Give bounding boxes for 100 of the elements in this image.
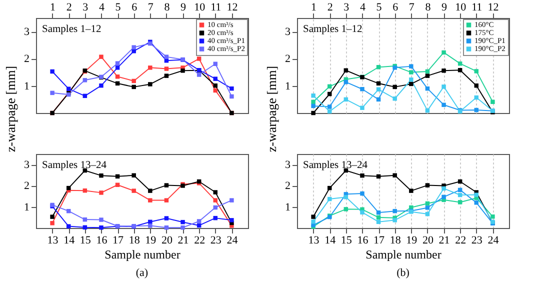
x-tick-label: 22 [455, 234, 466, 246]
point [115, 61, 120, 66]
x-tick-label: 21 [178, 234, 189, 246]
y-tick-label: 1 [24, 80, 30, 92]
point [230, 86, 234, 91]
x-tick-label: 12 [488, 2, 499, 14]
point [490, 214, 495, 219]
x-tick-label: 20 [161, 234, 173, 246]
x-tick-label: 18 [390, 234, 402, 246]
y-tick-label: 3 [285, 26, 291, 38]
point [409, 188, 414, 193]
x-tick-label: 21 [438, 234, 450, 246]
point [392, 96, 397, 101]
x-tick-label: 11 [472, 2, 482, 14]
point [132, 84, 136, 90]
point [50, 214, 54, 219]
x-tick-label: 24 [488, 234, 500, 246]
point [392, 173, 397, 178]
point [360, 191, 364, 196]
point [230, 198, 234, 202]
x-tick-label: 9 [180, 2, 187, 14]
y-tick-label: 2 [285, 53, 290, 66]
x-tick-label: 2 [327, 2, 333, 14]
point [99, 83, 104, 88]
x-tick-label: 14 [64, 234, 76, 246]
point [409, 70, 414, 74]
point [164, 183, 169, 188]
x-tick-label: 24 [226, 234, 238, 246]
point [392, 84, 397, 90]
point [442, 84, 446, 89]
x-tick-label: 8 [425, 2, 432, 14]
point [132, 173, 136, 178]
text: (b) [396, 267, 410, 279]
point [82, 78, 88, 82]
x-tick-label: 13 [47, 234, 59, 246]
point [425, 183, 430, 188]
point [409, 82, 414, 86]
point [115, 74, 120, 79]
point [99, 54, 104, 59]
x-tick-label: 3 [82, 2, 89, 14]
x-tick-label: 10 [194, 2, 206, 14]
x-tick-label: 11 [210, 2, 222, 14]
point [148, 224, 152, 228]
point [99, 173, 104, 178]
point [180, 220, 185, 224]
point [311, 94, 316, 98]
x-tick-label: 15 [340, 234, 352, 246]
point [50, 90, 54, 96]
point [50, 221, 54, 226]
x-tick-label: 2 [66, 2, 72, 14]
point [230, 218, 234, 222]
point [115, 182, 120, 187]
point [376, 65, 381, 70]
x-tick-label: 4 [98, 2, 105, 14]
x-tick-label: 19 [145, 234, 157, 246]
point [164, 216, 169, 220]
y-axis-title: z-warpage [mm] [3, 66, 18, 152]
point [442, 194, 446, 200]
point [425, 206, 430, 210]
point [99, 190, 104, 195]
x-tick-label: 10 [455, 2, 467, 14]
point [148, 66, 152, 70]
y-tick-label: 2 [285, 180, 290, 192]
point [148, 198, 152, 202]
point [344, 195, 348, 200]
x-tick-label: 4 [360, 2, 366, 14]
point [213, 198, 218, 202]
x-tick-label: 17 [374, 234, 386, 246]
point [99, 218, 104, 222]
point [99, 225, 104, 230]
point [442, 186, 446, 191]
point [164, 66, 169, 71]
point [458, 200, 462, 204]
point [213, 76, 218, 81]
x-tick-label: 19 [406, 234, 418, 246]
point [132, 78, 136, 84]
point [344, 207, 348, 212]
point [360, 86, 364, 92]
point [196, 72, 202, 77]
x-tick-label: 6 [392, 2, 399, 14]
annotation: Samples 1–12 [303, 24, 362, 35]
point [474, 200, 479, 205]
x-tick-label: 14 [324, 234, 336, 246]
x-tick-label: 3 [344, 2, 350, 14]
x-tick-label: 12 [226, 2, 238, 14]
x-tick-label: 9 [442, 2, 448, 14]
point [148, 220, 152, 224]
point [164, 54, 169, 59]
x-tick-label: 18 [128, 234, 140, 246]
y-tick-label: 2 [24, 180, 30, 192]
x-tick-label: 16 [96, 234, 108, 246]
y-tick-label: 3 [24, 26, 30, 38]
point [132, 188, 136, 193]
x-tick-label: 7 [408, 2, 415, 14]
x-tick-label: 23 [210, 234, 222, 246]
point [230, 94, 234, 99]
x-tick-label: 5 [115, 2, 122, 14]
y-tick-label: 3 [24, 159, 30, 172]
point [360, 106, 364, 110]
x-tick-label: 17 [112, 234, 124, 246]
